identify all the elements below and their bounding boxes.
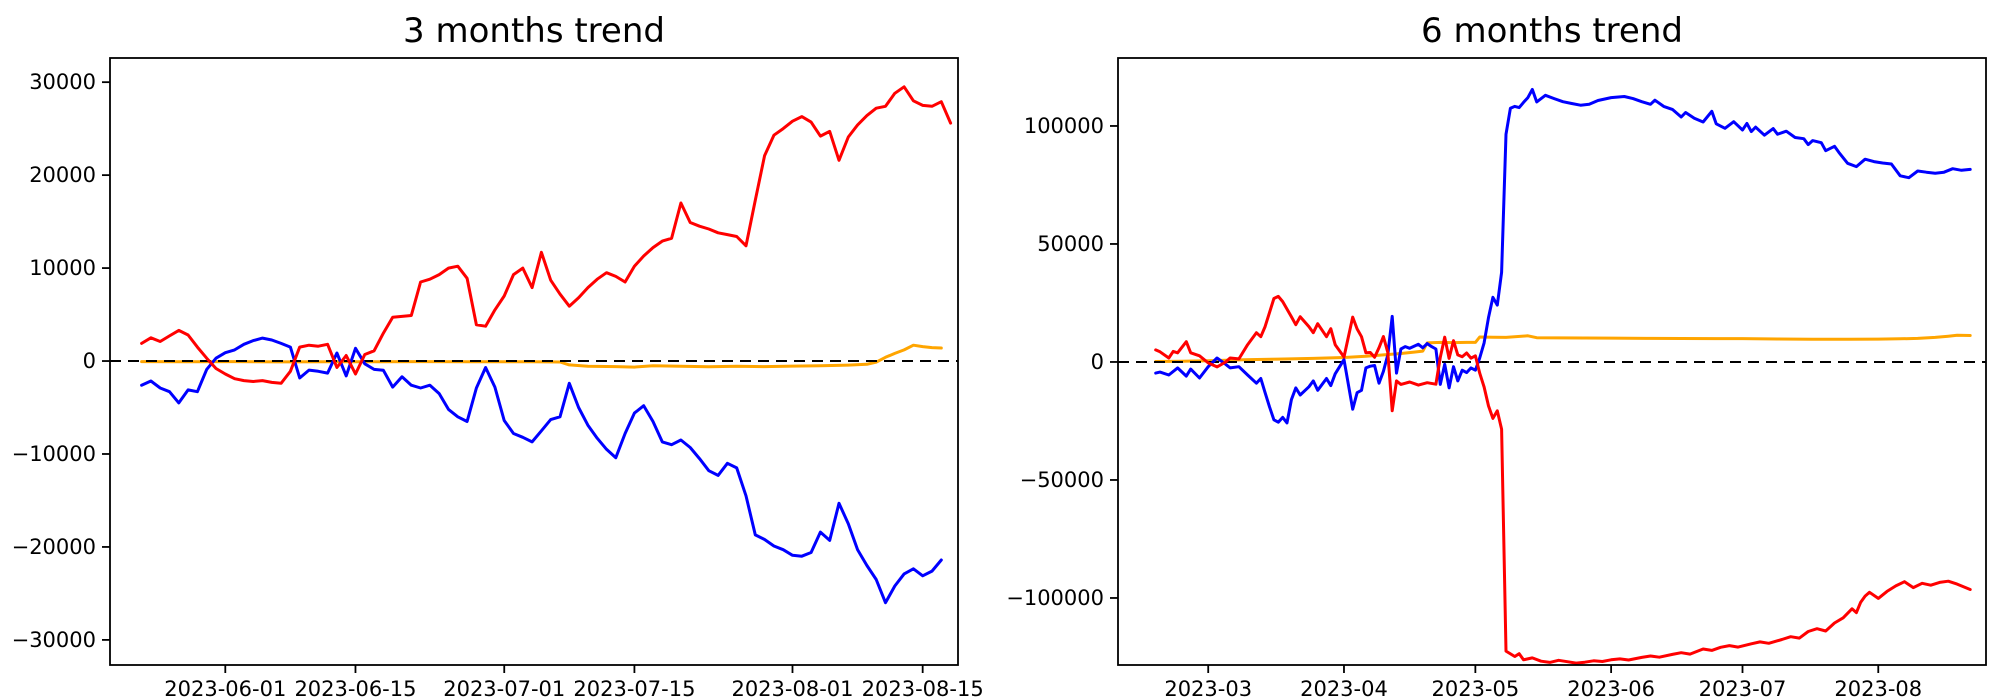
plot-frame [1117, 57, 1987, 666]
y-tick-label: 0 [1091, 350, 1104, 374]
plot-area-6-months: 2023-03 2023-04 2023-05 2023-06 2023-07 2023-… [1006, 57, 1987, 700]
series-orange-line [140, 343, 943, 369]
y-tick-label: −20000 [12, 535, 96, 559]
chart-title-6-months: 6 months trend [1421, 11, 1683, 51]
y-tick-label: −100000 [1006, 586, 1104, 610]
x-tick-label: 2023-06-15 [294, 677, 416, 700]
chart-title-3-months: 3 months trend [403, 11, 665, 51]
series-red-line [140, 85, 953, 385]
x-tick-label: 2023-07-15 [573, 677, 695, 700]
y-tick-label: 30000 [29, 70, 96, 94]
chart-6-months-trend: 6 months trend 2023-03 2023-04 2023-05 2023… [1000, 0, 2000, 700]
y-tick-label: 20000 [29, 163, 96, 187]
x-tick-label: 2023-07-01 [443, 677, 565, 700]
x-tick-label: 2023-05 [1431, 677, 1519, 700]
x-tick-label: 2023-08-15 [862, 677, 984, 700]
y-tick-label: 50000 [1037, 232, 1104, 256]
x-tick-label: 2023-08 [1834, 677, 1922, 700]
series-red-line [1154, 294, 1972, 665]
y-tick-label: 10000 [29, 256, 96, 280]
y-tick-label: 100000 [1024, 114, 1104, 138]
x-tick-label: 2023-07 [1699, 677, 1787, 700]
x-tick-label: 2023-08-01 [731, 677, 853, 700]
plot-area-3-months: 2023-06-01 2023-06-15 2023-07-01 2023-07-15… [12, 57, 984, 700]
series-orange-line [1154, 333, 1972, 363]
chart-canvas-3-months: 3 months trend 2023-06-01 2023-06-15 2023-… [12, 11, 984, 700]
plot-frame [109, 57, 959, 666]
series-blue-line [140, 336, 943, 605]
x-tick-label: 2023-06 [1567, 677, 1655, 700]
chart-3-months-trend: 3 months trend 2023-06-01 2023-06-15 2023-… [12, 11, 984, 700]
y-tick-label: −30000 [12, 628, 96, 652]
y-tick-label: −10000 [12, 442, 96, 466]
x-tick-label: 2023-06-01 [164, 677, 286, 700]
chart-canvas-6-months: 6 months trend 2023-03 2023-04 2023-05 2023… [1006, 11, 1987, 700]
series-blue-line [1154, 87, 1972, 425]
y-tick-label: 0 [83, 349, 96, 373]
x-tick-label: 2023-04 [1300, 677, 1388, 700]
y-tick-label: −50000 [1020, 468, 1104, 492]
x-tick-label: 2023-03 [1164, 677, 1252, 700]
